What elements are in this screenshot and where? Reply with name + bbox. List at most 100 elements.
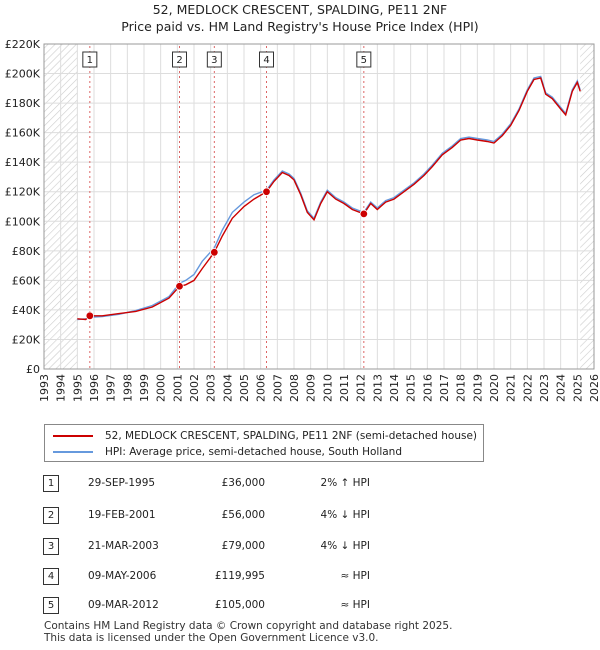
x-tick-label: 1993 <box>38 374 51 402</box>
sale-number-badge: 2 <box>43 507 59 524</box>
x-tick-label: 1999 <box>138 374 151 402</box>
sale-price: £105,000 <box>214 599 265 611</box>
legend-item-hpi: HPI: Average price, semi-detached house,… <box>53 445 402 459</box>
sale-marker-badge <box>82 51 98 68</box>
sale-price: £56,000 <box>221 509 265 521</box>
y-tick-label: £120K <box>5 186 41 199</box>
legend-swatch-property <box>53 435 93 437</box>
sale-marker-badge <box>206 51 222 68</box>
sale-point <box>85 311 95 321</box>
y-tick-label: £140K <box>5 156 41 169</box>
x-tick-label: 2021 <box>505 374 518 402</box>
x-tick-label: 2025 <box>571 374 584 402</box>
x-tick-label: 2024 <box>555 374 568 402</box>
x-tick-label: 2022 <box>521 374 534 402</box>
property-series-line <box>77 77 581 321</box>
y-tick-label: £100K <box>5 215 41 228</box>
sale-hpi-diff: 4% ↓ HPI <box>320 540 370 552</box>
sale-marker-badge <box>172 51 187 68</box>
sale-hpi-diff: 2% ↑ HPI <box>320 477 370 489</box>
x-tick-label: 2011 <box>338 374 351 402</box>
x-tick-label: 2002 <box>188 374 201 402</box>
x-tick-label: 2016 <box>421 374 434 402</box>
x-tick-label: 2018 <box>455 374 468 402</box>
y-tick-label: £40K <box>12 304 41 317</box>
x-tick-label: 2026 <box>588 374 600 402</box>
x-tick-label: 2010 <box>321 374 334 402</box>
sale-price: £79,000 <box>221 540 265 552</box>
x-tick-label: 2008 <box>288 374 301 402</box>
legend-item-property: 52, MEDLOCK CRESCENT, SPALDING, PE11 2NF… <box>53 429 477 443</box>
sale-date: 09-MAY-2006 <box>88 570 157 582</box>
sale-marker-label: 5 <box>361 55 367 66</box>
x-tick-label: 1998 <box>121 374 134 402</box>
table-row: 1 29-SEP-1995 £36,000 2% ↑ HPI <box>0 473 600 493</box>
sale-hpi-diff: ≈ HPI <box>340 599 370 611</box>
sale-date: 19-FEB-2001 <box>88 509 156 521</box>
sale-marker-label: 3 <box>211 55 217 66</box>
sale-price: £36,000 <box>221 477 265 489</box>
x-tick-label: 1994 <box>55 374 68 402</box>
sale-point <box>262 187 271 196</box>
y-tick-label: £200K <box>5 68 41 81</box>
x-tick-label: 2007 <box>271 374 284 402</box>
y-tick-label: £180K <box>5 97 41 110</box>
y-tick-label: £0 <box>26 363 40 376</box>
sale-number-badge: 5 <box>43 597 59 614</box>
footer-copyright: Contains HM Land Registry data © Crown c… <box>44 620 453 632</box>
x-tick-label: 2013 <box>371 374 384 402</box>
legend-label-hpi: HPI: Average price, semi-detached house,… <box>105 446 402 458</box>
table-row: 2 19-FEB-2001 £56,000 4% ↓ HPI <box>0 505 600 525</box>
x-tick-label: 1995 <box>71 374 84 402</box>
sale-marker-label: 1 <box>87 55 93 66</box>
legend-label-property: 52, MEDLOCK CRESCENT, SPALDING, PE11 2NF… <box>105 430 478 442</box>
legend-swatch-hpi <box>53 451 93 453</box>
x-tick-label: 2000 <box>155 374 168 402</box>
table-row: 3 21-MAR-2003 £79,000 4% ↓ HPI <box>0 536 600 556</box>
price-chart: £0 £20K £40K £60K £80K £100K £120K £140K £160K £1… <box>5 38 600 402</box>
sale-marker-label: 2 <box>176 55 182 66</box>
x-tick-label: 2006 <box>255 374 268 402</box>
chart-subtitle: Price paid vs. HM Land Registry's House … <box>121 19 479 34</box>
sale-number-badge: 3 <box>43 538 59 555</box>
chart-title: 52, MEDLOCK CRESCENT, SPALDING, PE11 2NF <box>152 2 448 17</box>
sale-number-badge: 1 <box>43 475 59 492</box>
sale-price: £119,995 <box>214 570 265 582</box>
x-tick-label: 2005 <box>238 374 251 402</box>
sale-date: 09-MAR-2012 <box>88 599 159 611</box>
sale-hpi-diff: 4% ↓ HPI <box>320 509 370 521</box>
x-tick-label: 1997 <box>105 374 118 402</box>
y-tick-label: £20K <box>12 333 41 346</box>
x-tick-label: 2004 <box>221 374 234 402</box>
sale-point <box>359 209 369 219</box>
sale-point <box>175 282 184 291</box>
x-tick-label: 2012 <box>355 374 368 402</box>
table-row: 5 09-MAR-2012 £105,000 ≈ HPI <box>0 595 600 615</box>
x-tick-label: 2009 <box>305 374 318 402</box>
footer-license: This data is licensed under the Open Gov… <box>44 632 379 644</box>
x-tick-label: 2023 <box>538 374 551 402</box>
chart-legend: 52, MEDLOCK CRESCENT, SPALDING, PE11 2NF… <box>44 424 484 462</box>
y-tick-label: £80K <box>12 245 41 258</box>
plot-frame <box>43 43 595 370</box>
sale-number-badge: 4 <box>43 568 59 585</box>
x-tick-label: 2019 <box>471 374 484 402</box>
sale-date: 21-MAR-2003 <box>88 540 159 552</box>
x-tick-label: 2001 <box>171 374 184 402</box>
y-tick-label: £60K <box>12 274 41 287</box>
x-tick-label: 2003 <box>205 374 218 402</box>
y-tick-label: £160K <box>5 127 41 140</box>
sale-date: 29-SEP-1995 <box>88 477 156 489</box>
sale-marker-badge <box>356 51 372 68</box>
x-tick-label: 2014 <box>388 374 401 402</box>
x-tick-label: 2015 <box>405 374 418 402</box>
sale-point <box>210 248 219 257</box>
x-tick-label: 1996 <box>88 374 101 402</box>
x-tick-label: 2020 <box>488 374 501 402</box>
sale-marker-badge <box>259 51 274 68</box>
y-tick-label: £220K <box>5 38 41 51</box>
table-row: 4 09-MAY-2006 £119,995 ≈ HPI <box>0 566 600 586</box>
sale-hpi-diff: ≈ HPI <box>340 570 370 582</box>
x-tick-label: 2017 <box>438 374 451 402</box>
sale-marker-label: 4 <box>263 55 269 66</box>
